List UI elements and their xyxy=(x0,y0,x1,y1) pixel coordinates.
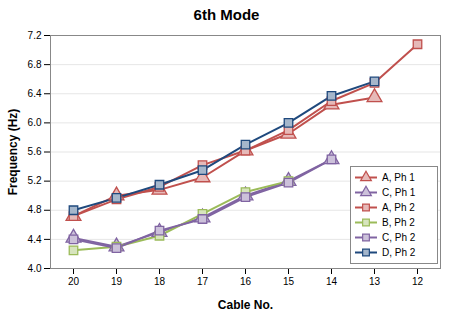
svg-text:C, Ph 2: C, Ph 2 xyxy=(382,232,416,243)
svg-text:A, Ph 1: A, Ph 1 xyxy=(382,172,415,183)
svg-text:4.0: 4.0 xyxy=(28,263,42,274)
html-text:6th Mode: 6th Mode xyxy=(193,6,260,23)
svg-text:7.2: 7.2 xyxy=(28,30,42,41)
svg-text:6.8: 6.8 xyxy=(28,59,42,70)
svg-text:4.8: 4.8 xyxy=(28,204,42,215)
svg-text:14: 14 xyxy=(326,276,338,287)
svg-text:5.2: 5.2 xyxy=(28,175,42,186)
svg-text:5.6: 5.6 xyxy=(28,146,42,157)
svg-text:18: 18 xyxy=(154,276,166,287)
svg-text:Cable No.: Cable No. xyxy=(218,298,273,312)
svg-text:C, Ph 1: C, Ph 1 xyxy=(382,187,416,198)
svg-text:12: 12 xyxy=(412,276,424,287)
svg-text:A, Ph 2: A, Ph 2 xyxy=(382,202,415,213)
svg-text:13: 13 xyxy=(369,276,381,287)
svg-text:6.0: 6.0 xyxy=(28,117,42,128)
svg-text:4.4: 4.4 xyxy=(28,234,42,245)
svg-text:20: 20 xyxy=(68,276,80,287)
svg-text:15: 15 xyxy=(283,276,295,287)
svg-text:B, Ph 2: B, Ph 2 xyxy=(382,217,415,228)
svg-text:17: 17 xyxy=(197,276,209,287)
svg-text:D, Ph 2: D, Ph 2 xyxy=(382,247,416,258)
svg-text:19: 19 xyxy=(111,276,123,287)
svg-text:6.4: 6.4 xyxy=(28,88,42,99)
svg-text:Frequency (Hz): Frequency (Hz) xyxy=(6,109,20,196)
svg-text:16: 16 xyxy=(240,276,252,287)
